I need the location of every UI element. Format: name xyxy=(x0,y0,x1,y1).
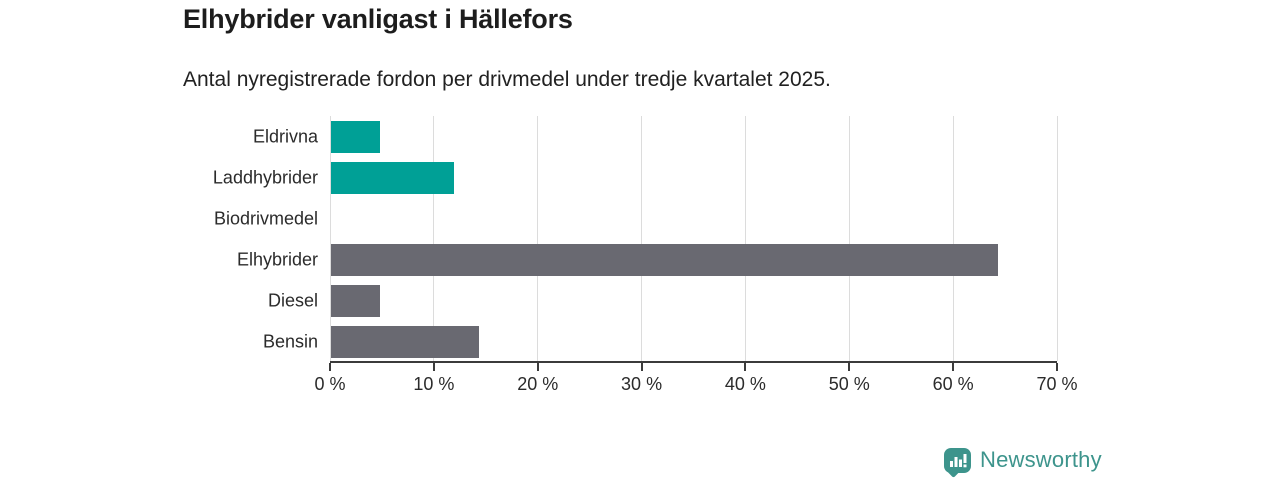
x-tick-10 xyxy=(432,363,435,371)
x-tick-0 xyxy=(329,363,331,371)
bar-diesel xyxy=(330,285,381,318)
category-label-eldrivna: Eldrivna xyxy=(252,126,318,147)
gridline-0 xyxy=(329,116,331,361)
x-tick-label-20: 20 % xyxy=(517,374,559,394)
gridline-20 xyxy=(537,116,539,361)
gridline-70 xyxy=(1056,116,1058,361)
gridline-30 xyxy=(641,116,643,361)
category-label-laddhybrider: Laddhybrider xyxy=(212,167,318,188)
x-tick-label-0: 0 % xyxy=(314,374,346,394)
plot-area xyxy=(329,116,1058,363)
gridline-10 xyxy=(433,116,435,361)
category-axis: Eldrivna Laddhybrider Biodrivmedel Elhybrid… xyxy=(0,116,318,363)
x-tick-20 xyxy=(536,363,539,371)
bar-bensin xyxy=(330,326,480,359)
chart-subtitle: Antal nyregistrerade fordon per drivmede… xyxy=(183,68,831,91)
gridline-50 xyxy=(848,116,850,361)
x-tick-label-60: 60 % xyxy=(932,374,974,394)
x-tick-40 xyxy=(744,363,747,371)
x-tick-70 xyxy=(1056,363,1058,371)
bar-eldrivna xyxy=(330,120,381,153)
x-tick-50 xyxy=(848,363,851,371)
newsworthy-logo[interactable]: Newsworthy xyxy=(944,447,1102,473)
category-label-elhybrider: Elhybrider xyxy=(236,249,318,270)
category-label-bensin: Bensin xyxy=(262,331,318,352)
gridline-40 xyxy=(744,116,746,361)
x-tick-label-30: 30 % xyxy=(621,374,663,394)
chart-title: Elhybrider vanligast i Hällefors xyxy=(183,4,573,34)
bar-elhybrider xyxy=(330,244,999,277)
x-tick-label-70: 70 % xyxy=(1036,374,1078,394)
x-tick-label-50: 50 % xyxy=(828,374,870,394)
value-axis: 0 % 10 % 20 % 30 % 40 % 50 % 60 % 70 % xyxy=(314,363,1078,403)
x-tick-label-40: 40 % xyxy=(724,374,766,394)
x-tick-label-10: 10 % xyxy=(413,374,455,394)
category-label-biodrivmedel: Biodrivmedel xyxy=(213,208,318,229)
bar-chart-speech-bubble-icon xyxy=(944,447,971,473)
category-label-diesel: Diesel xyxy=(267,290,318,311)
x-tick-30 xyxy=(640,363,643,371)
bar-laddhybrider xyxy=(330,161,455,194)
gridline-60 xyxy=(952,116,954,361)
x-tick-60 xyxy=(952,363,955,371)
newsworthy-logo-text: Newsworthy xyxy=(980,447,1102,472)
